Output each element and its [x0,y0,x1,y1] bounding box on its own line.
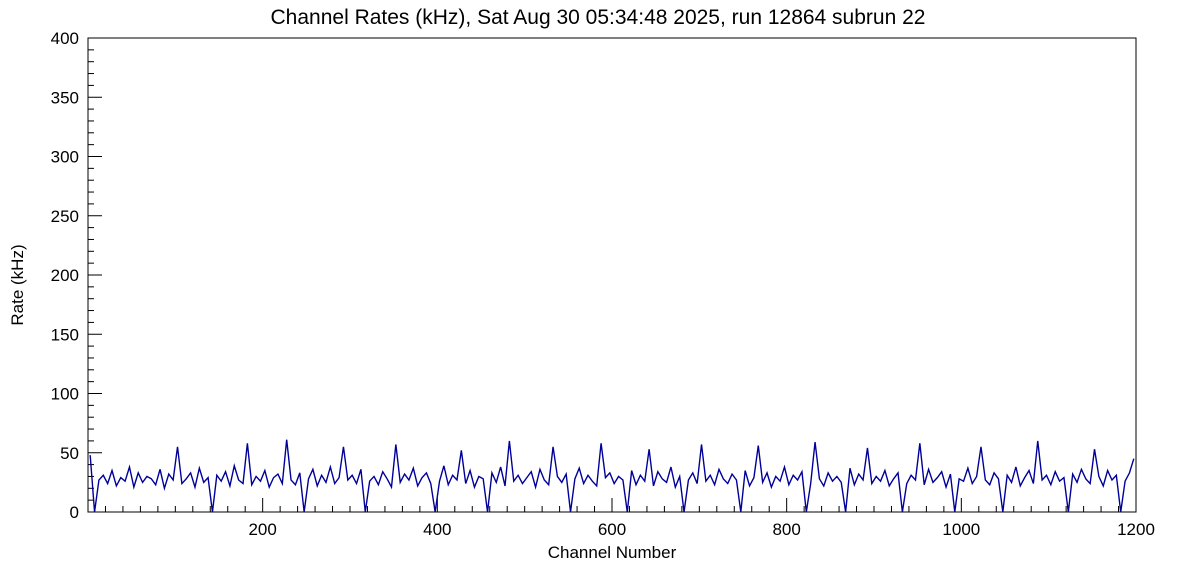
plot-frame [87,37,1137,513]
y-tick-label: 200 [51,266,79,285]
x-tick-label: 1000 [942,520,980,539]
x-axis-title: Channel Number [547,543,677,562]
x-tick-label: 1200 [1117,520,1155,539]
y-tick-label: 400 [51,29,79,48]
x-tick-label: 600 [598,520,626,539]
y-tick-label: 50 [60,444,79,463]
x-tick-label: 800 [772,520,800,539]
y-tick-label: 350 [51,88,79,107]
x-tick-label: 400 [423,520,451,539]
y-tick-label: 150 [51,325,79,344]
x-tick-label: 200 [248,520,276,539]
series-polyline [89,439,1135,513]
y-tick-label: 100 [51,385,79,404]
y-axis-title: Rate (kHz) [8,244,27,326]
y-tick-label: 0 [70,503,79,522]
chart-title: Channel Rates (kHz), Sat Aug 30 05:34:48… [270,6,926,29]
y-tick-label: 250 [51,207,79,226]
y-tick-label: 300 [51,148,79,167]
